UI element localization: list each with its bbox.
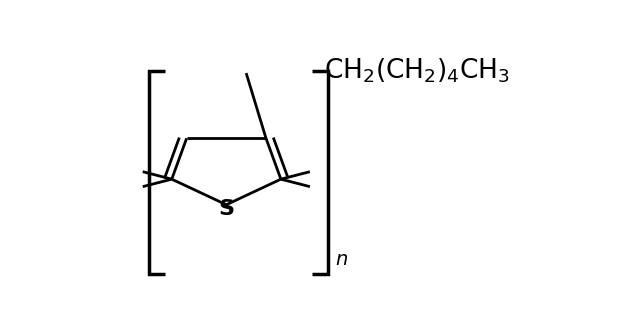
Text: S: S [218, 199, 234, 218]
Text: n: n [335, 250, 348, 269]
Text: $\mathregular{CH_2(CH_2)_4CH_3}$: $\mathregular{CH_2(CH_2)_4CH_3}$ [324, 56, 510, 85]
